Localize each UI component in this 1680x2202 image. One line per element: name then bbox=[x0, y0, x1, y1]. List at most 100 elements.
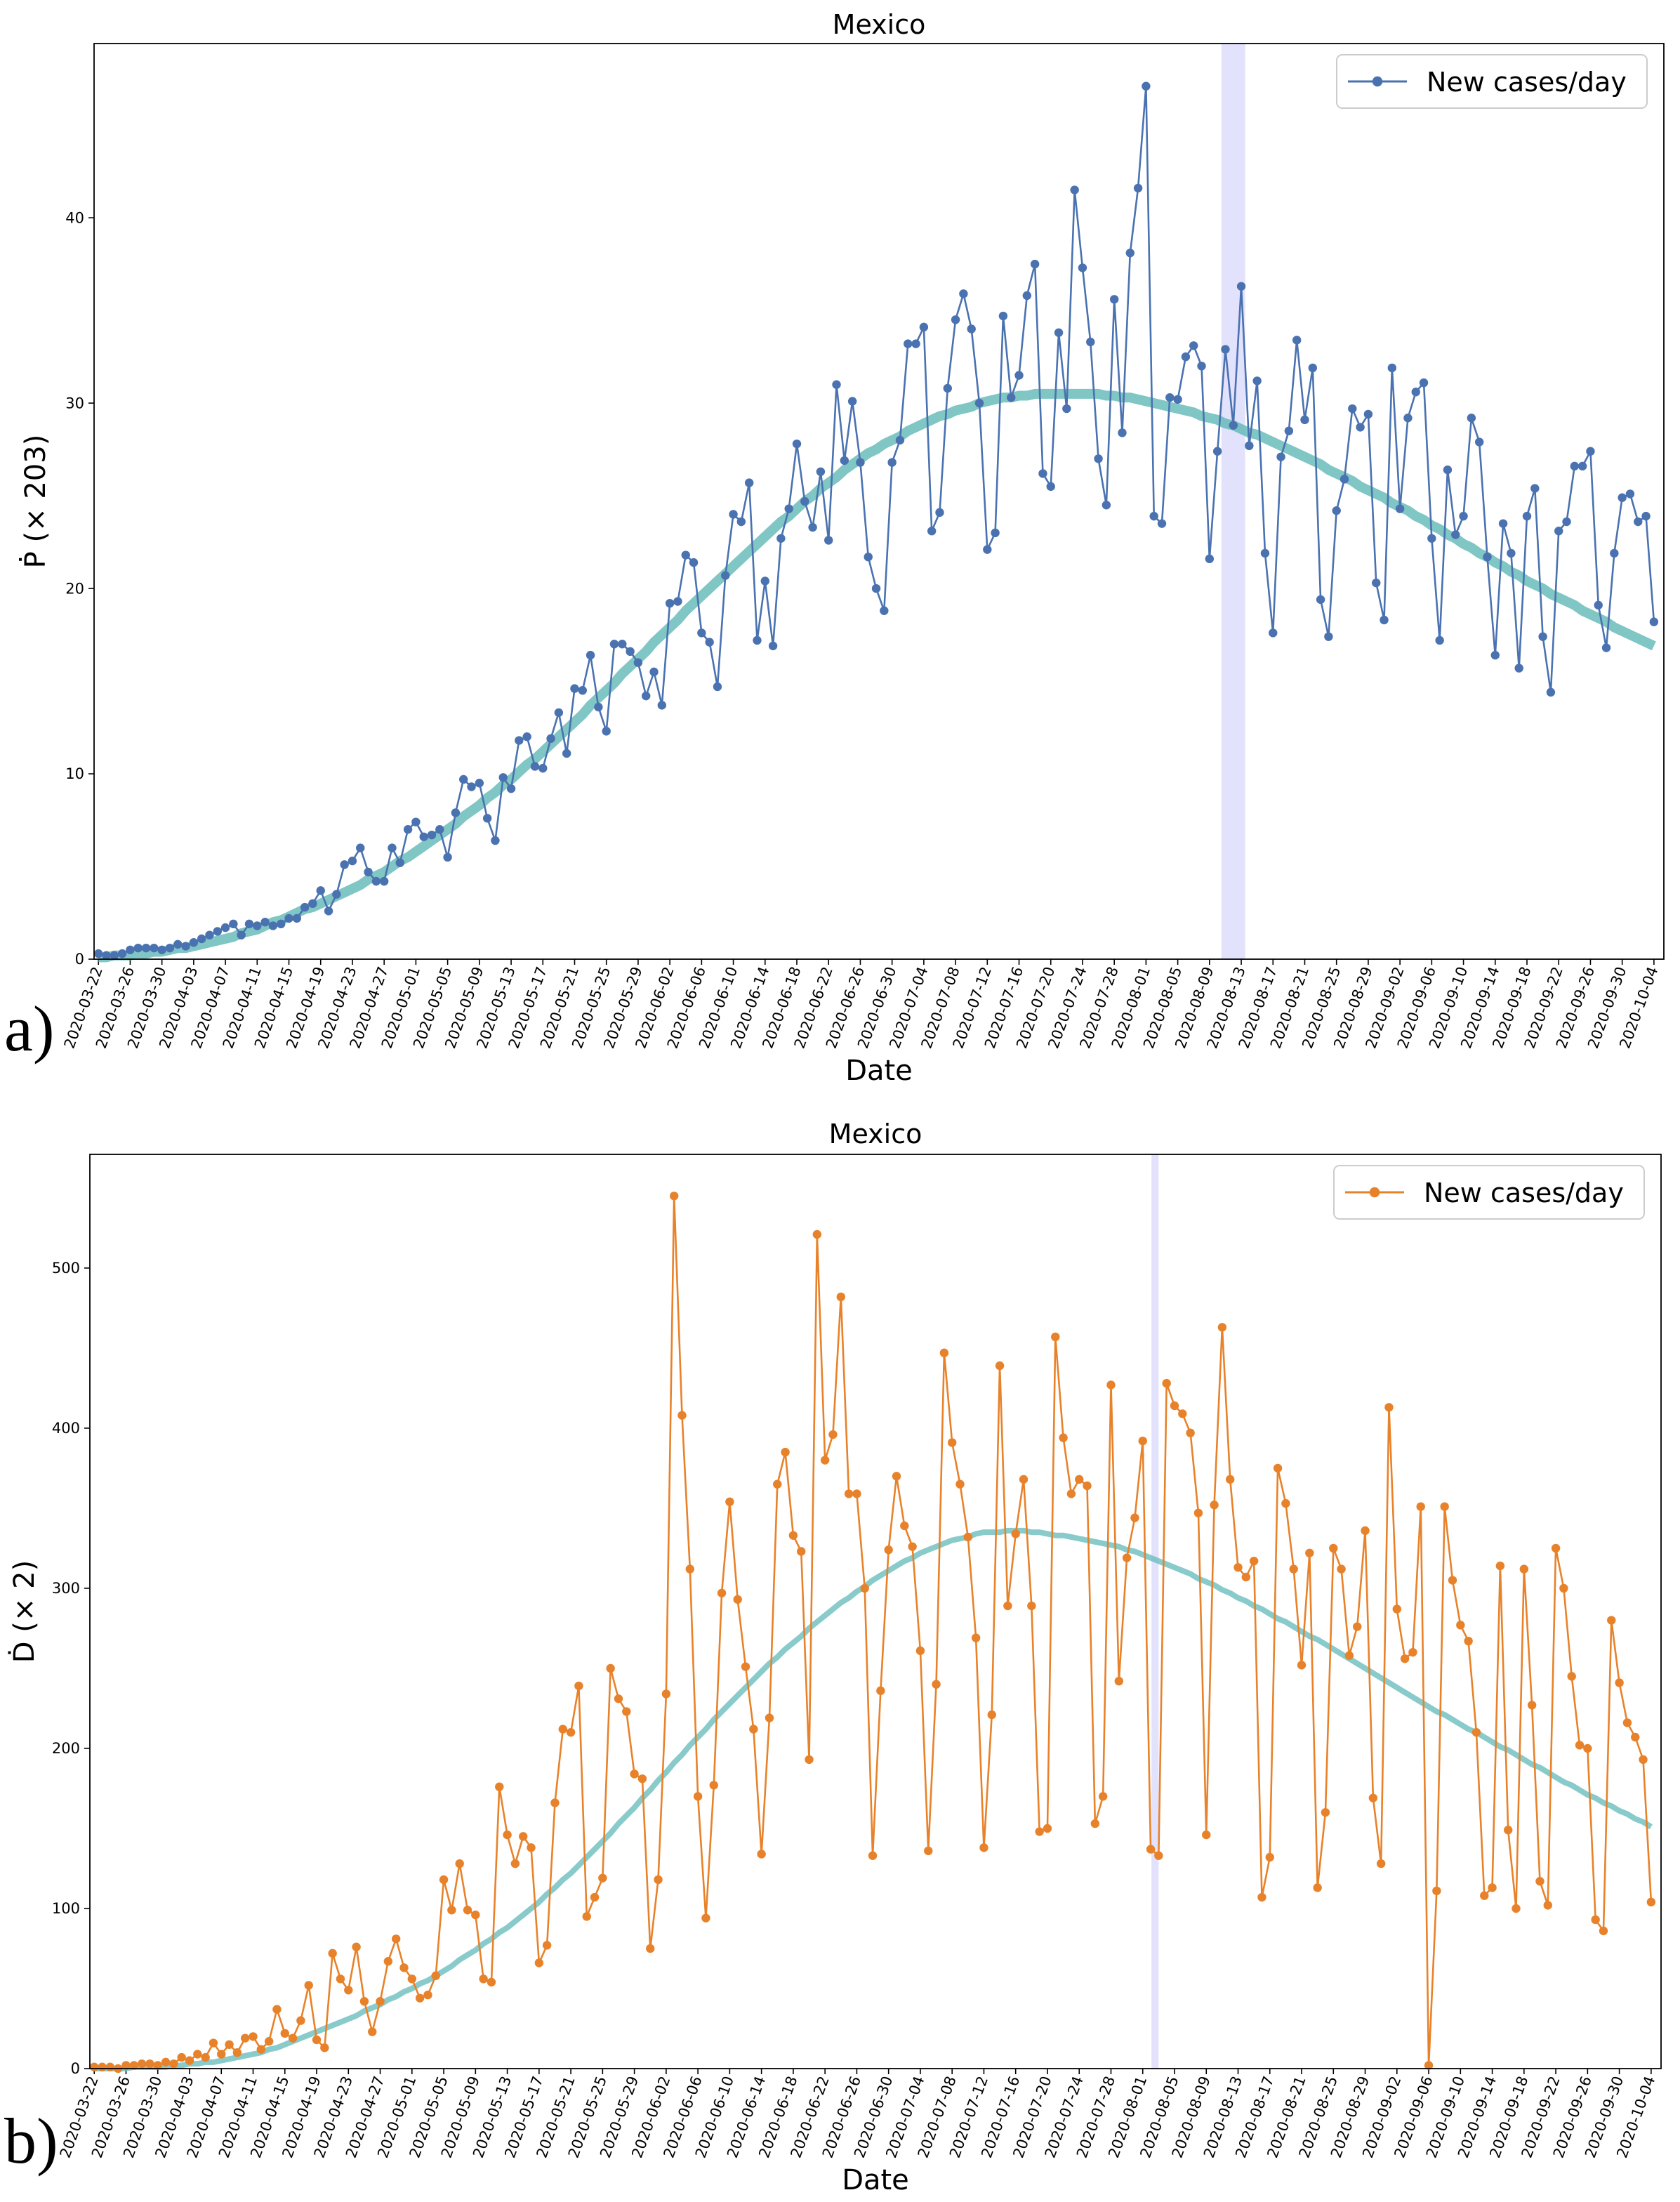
data-point bbox=[812, 1229, 822, 1239]
data-point bbox=[1229, 421, 1238, 430]
data-point bbox=[1403, 414, 1413, 423]
data-point bbox=[1400, 1654, 1410, 1663]
data-point bbox=[439, 1875, 449, 1885]
data-point bbox=[292, 914, 302, 923]
data-point bbox=[554, 708, 564, 718]
y-tick-label: 200 bbox=[52, 1740, 80, 1757]
data-point bbox=[646, 1944, 655, 1953]
data-point bbox=[1546, 687, 1556, 697]
data-point bbox=[1125, 249, 1135, 258]
data-point bbox=[1241, 1572, 1251, 1582]
data-point bbox=[609, 640, 619, 649]
data-point bbox=[1046, 482, 1055, 492]
data-point bbox=[816, 467, 826, 476]
data-point bbox=[284, 914, 293, 923]
data-point bbox=[1075, 1475, 1084, 1484]
data-point bbox=[268, 921, 278, 930]
data-point bbox=[1062, 404, 1071, 414]
legend-box bbox=[1333, 1165, 1645, 1220]
y-axis-label: Ṗ (× 203) bbox=[18, 435, 52, 569]
data-point bbox=[586, 650, 595, 660]
data-point bbox=[1059, 1433, 1068, 1442]
data-point bbox=[519, 1832, 528, 1841]
data-point bbox=[939, 1348, 949, 1357]
data-point bbox=[649, 667, 659, 677]
y-tick-label: 400 bbox=[52, 1420, 80, 1437]
data-point bbox=[633, 658, 643, 667]
data-point bbox=[760, 576, 769, 586]
data-point bbox=[1408, 1647, 1417, 1657]
data-point bbox=[1368, 1793, 1378, 1802]
data-point bbox=[94, 949, 103, 958]
data-point bbox=[1641, 511, 1651, 521]
data-point bbox=[1221, 345, 1230, 354]
data-point bbox=[974, 398, 984, 408]
data-point bbox=[606, 1663, 615, 1673]
data-point bbox=[1070, 185, 1079, 195]
data-point bbox=[1416, 1502, 1425, 1511]
data-point bbox=[1086, 337, 1095, 347]
panel-label: b) bbox=[4, 2105, 58, 2177]
data-point bbox=[1625, 489, 1635, 499]
data-point bbox=[443, 852, 452, 862]
data-point bbox=[1471, 1727, 1481, 1737]
data-point bbox=[1488, 1883, 1497, 1892]
data-point bbox=[205, 930, 214, 940]
data-point bbox=[594, 702, 603, 712]
data-point bbox=[1202, 1830, 1211, 1840]
data-point bbox=[1118, 428, 1127, 437]
series-line bbox=[94, 1196, 1653, 2070]
data-point bbox=[911, 339, 920, 348]
data-point bbox=[1133, 183, 1143, 193]
data-point bbox=[753, 635, 762, 645]
data-point bbox=[264, 2037, 274, 2046]
data-point bbox=[685, 1564, 695, 1574]
data-point bbox=[797, 1547, 806, 1556]
data-point bbox=[316, 886, 325, 895]
data-point bbox=[1649, 617, 1659, 626]
y-tick-label: 100 bbox=[52, 1900, 80, 1917]
data-point bbox=[1535, 1877, 1545, 1886]
data-point bbox=[510, 1859, 520, 1868]
data-point bbox=[288, 2033, 298, 2043]
data-point bbox=[1634, 517, 1643, 527]
data-point bbox=[1543, 1901, 1552, 1910]
data-point bbox=[1308, 363, 1317, 373]
data-point bbox=[1030, 259, 1040, 269]
data-point bbox=[979, 1843, 988, 1852]
data-point bbox=[765, 1713, 774, 1722]
data-point bbox=[784, 504, 793, 513]
data-point bbox=[1361, 1526, 1370, 1536]
data-point bbox=[1432, 1886, 1441, 1896]
data-point bbox=[1427, 534, 1436, 543]
data-point bbox=[1245, 441, 1254, 451]
data-point bbox=[240, 2033, 250, 2043]
data-point bbox=[1260, 548, 1270, 558]
data-point bbox=[880, 606, 889, 615]
data-point bbox=[681, 550, 690, 560]
y-tick-label: 500 bbox=[52, 1260, 80, 1277]
data-point bbox=[840, 456, 849, 466]
data-point bbox=[1353, 1622, 1362, 1631]
data-point bbox=[1300, 415, 1309, 425]
data-point bbox=[165, 943, 175, 953]
data-point bbox=[395, 858, 404, 867]
data-point bbox=[781, 1447, 790, 1457]
data-point bbox=[1011, 1529, 1020, 1538]
data-point bbox=[110, 951, 119, 960]
data-point bbox=[359, 1997, 369, 2006]
data-point bbox=[657, 701, 667, 710]
data-point bbox=[542, 1941, 552, 1950]
data-point bbox=[356, 843, 365, 852]
data-point bbox=[1578, 461, 1587, 471]
fit-curve bbox=[94, 1527, 1653, 2071]
data-point bbox=[1467, 414, 1476, 423]
data-point bbox=[157, 945, 166, 955]
data-point bbox=[562, 749, 571, 758]
data-point bbox=[566, 1727, 576, 1737]
data-point bbox=[792, 439, 802, 449]
data-point bbox=[185, 2056, 194, 2065]
data-point bbox=[582, 1912, 591, 1921]
data-point bbox=[1205, 554, 1215, 564]
legend-label: New cases/day bbox=[1427, 67, 1627, 98]
